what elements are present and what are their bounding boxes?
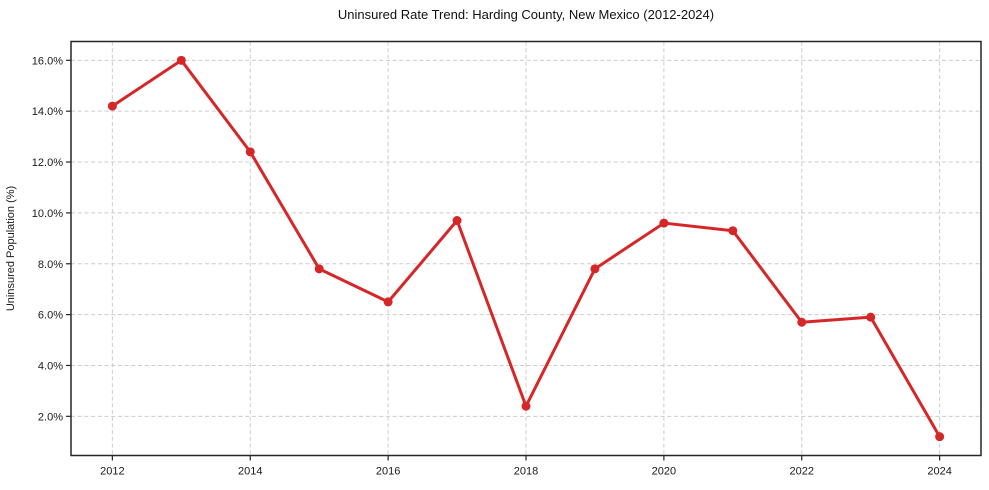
- data-point: [245, 147, 255, 157]
- y-axis-label: Uninsured Population (%): [5, 186, 17, 311]
- data-point: [866, 312, 876, 322]
- x-tick-label: 2022: [790, 466, 814, 478]
- data-point: [314, 264, 324, 274]
- data-point: [452, 216, 462, 226]
- chart-title: Uninsured Rate Trend: Harding County, Ne…: [338, 7, 714, 22]
- y-tick-label: 10.0%: [32, 208, 63, 220]
- plot-border: [70, 40, 982, 457]
- y-tick-label: 12.0%: [32, 157, 63, 169]
- x-tick-label: 2018: [514, 466, 538, 478]
- y-tick-label: 14.0%: [32, 106, 63, 118]
- y-tick-label: 4.0%: [38, 360, 63, 372]
- grid-layer: [71, 41, 981, 456]
- data-point: [383, 297, 393, 307]
- y-tick-label: 16.0%: [32, 55, 63, 67]
- data-point: [935, 432, 945, 442]
- y-tick-label: 2.0%: [38, 411, 63, 423]
- data-point: [659, 218, 669, 228]
- data-point: [176, 55, 186, 65]
- data-point: [728, 226, 738, 236]
- data-point: [590, 264, 600, 274]
- y-tick-label: 8.0%: [38, 259, 63, 271]
- x-tick-label: 2020: [652, 466, 676, 478]
- axis-layer: 2.0% 4.0% 6.0% 8.0% 10.0% 12.0% 14.0% 16.0% 2012…: [32, 55, 952, 477]
- y-tick-label: 6.0%: [38, 310, 63, 322]
- data-point: [107, 101, 117, 111]
- data-point: [521, 401, 531, 411]
- x-tick-label: 2024: [927, 466, 951, 478]
- x-tick-label: 2016: [376, 466, 400, 478]
- series-uninsured-rate: [107, 55, 945, 442]
- data-point: [797, 317, 807, 327]
- x-tick-label: 2014: [238, 466, 262, 478]
- x-tick-label: 2012: [100, 466, 124, 478]
